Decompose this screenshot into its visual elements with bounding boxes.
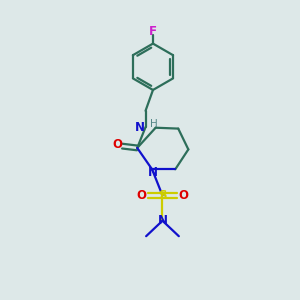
Text: S: S [158,189,167,202]
Text: N: N [158,214,167,226]
Text: H: H [150,118,158,128]
Text: O: O [137,189,147,202]
Text: O: O [112,138,122,152]
Text: O: O [178,189,188,202]
Text: N: N [148,167,158,179]
Text: F: F [149,25,157,38]
Text: N: N [135,121,145,134]
